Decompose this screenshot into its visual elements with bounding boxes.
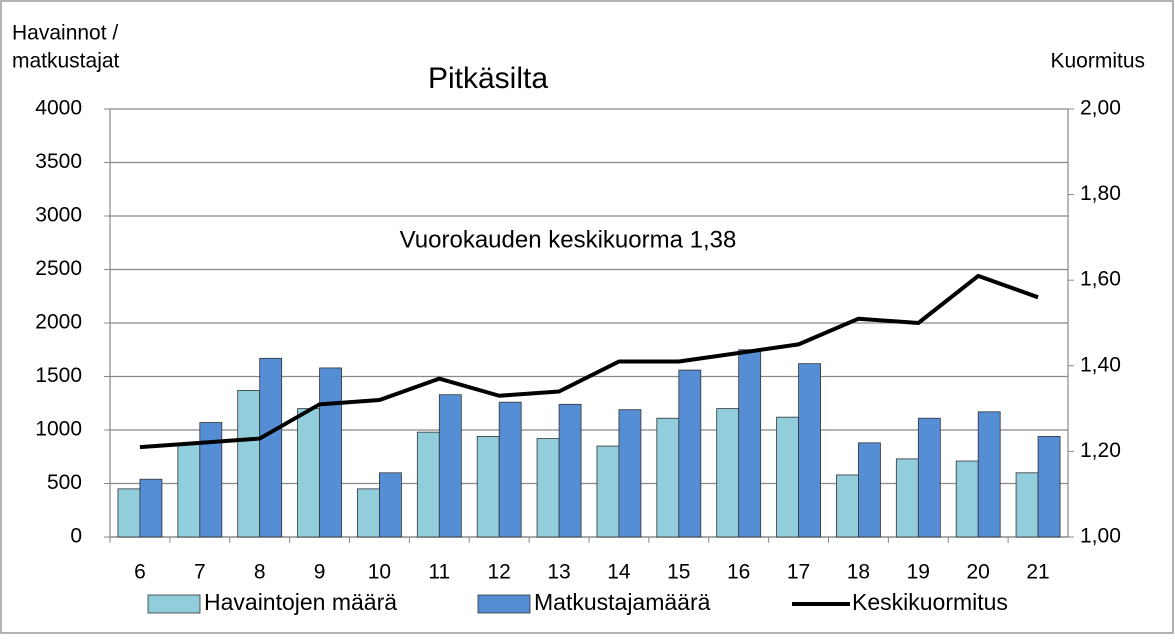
- x-tick-label: 19: [907, 561, 930, 584]
- x-tick-label: 6: [134, 561, 146, 584]
- line: [139, 273, 1039, 450]
- y2-tick-label: 1,20: [1080, 439, 1121, 462]
- bar: [836, 474, 859, 538]
- x-tick-label: 16: [727, 561, 750, 584]
- x-tick-label: 20: [967, 561, 990, 584]
- legend-label: Havaintojen määrä: [204, 589, 397, 615]
- bar: [498, 401, 522, 538]
- legend-swatch: [147, 594, 201, 614]
- bar: [1015, 472, 1039, 538]
- chart-title: Pitkäsilta: [428, 62, 548, 95]
- x-tick-label: 8: [254, 561, 266, 584]
- y-tick-label: 3000: [35, 204, 82, 227]
- bar: [558, 403, 582, 538]
- x-tick-label: 11: [428, 561, 450, 584]
- bar: [177, 443, 201, 538]
- bar: [895, 458, 919, 538]
- y-tick-label: 1000: [35, 418, 82, 441]
- x-tick-label: 13: [547, 561, 570, 584]
- bar: [117, 488, 141, 538]
- y-tick-label: 500: [47, 471, 82, 494]
- legend-label: Matkustajamäärä: [534, 589, 711, 615]
- y-tick-label: 2500: [35, 257, 82, 280]
- bar: [955, 460, 979, 538]
- x-tick-label: 21: [1026, 561, 1049, 584]
- bar: [618, 409, 642, 538]
- bar: [297, 408, 320, 538]
- x-tick-label: 9: [314, 561, 326, 584]
- bar: [858, 442, 881, 538]
- bar: [917, 417, 941, 538]
- bar: [656, 417, 680, 538]
- bar: [357, 488, 380, 538]
- y2-tick-label: 1,40: [1080, 353, 1121, 376]
- bar: [476, 436, 500, 538]
- bar: [139, 478, 163, 538]
- y2-tick-label: 1,80: [1080, 182, 1121, 205]
- x-tick-label: 14: [607, 561, 631, 584]
- x-tick-label: 17: [787, 561, 810, 584]
- y-tick-label: 0: [70, 525, 82, 548]
- y2-tick-label: 1,60: [1080, 268, 1121, 291]
- bar: [199, 422, 223, 538]
- y-tick-label: 3500: [35, 150, 82, 173]
- bar: [536, 438, 560, 538]
- bar: [798, 363, 821, 538]
- legend-swatch: [477, 594, 531, 614]
- x-tick-label: 12: [488, 561, 511, 584]
- x-tick-label: 10: [368, 561, 391, 584]
- y-axis-label: matkustajat: [12, 50, 120, 73]
- bar: [596, 445, 620, 538]
- y2-tick-label: 1,00: [1080, 525, 1121, 548]
- bar: [237, 390, 261, 538]
- bar: [977, 411, 1001, 538]
- x-tick-label: 15: [667, 561, 690, 584]
- bar: [438, 394, 462, 538]
- bar: [1037, 436, 1061, 538]
- bar: [678, 369, 702, 538]
- annotation: Vuorokauden keskikuorma 1,38: [400, 226, 737, 253]
- y-axis-label: Havainnot /: [12, 22, 118, 45]
- bar: [416, 431, 440, 538]
- x-tick-label: 7: [194, 561, 206, 584]
- bar: [259, 357, 283, 538]
- bar: [319, 367, 342, 538]
- y2-tick-label: 2,00: [1080, 97, 1121, 120]
- y-tick-label: 4000: [35, 97, 82, 120]
- y-tick-label: 2000: [35, 311, 82, 334]
- bar: [738, 349, 762, 538]
- bar: [379, 472, 402, 538]
- bar: [716, 408, 740, 538]
- y2-axis-label: Kuormitus: [1050, 50, 1145, 73]
- x-tick-label: 18: [847, 561, 870, 584]
- legend-label: Keskikuormitus: [852, 589, 1008, 615]
- bar: [776, 416, 799, 538]
- y-tick-label: 1500: [35, 364, 82, 387]
